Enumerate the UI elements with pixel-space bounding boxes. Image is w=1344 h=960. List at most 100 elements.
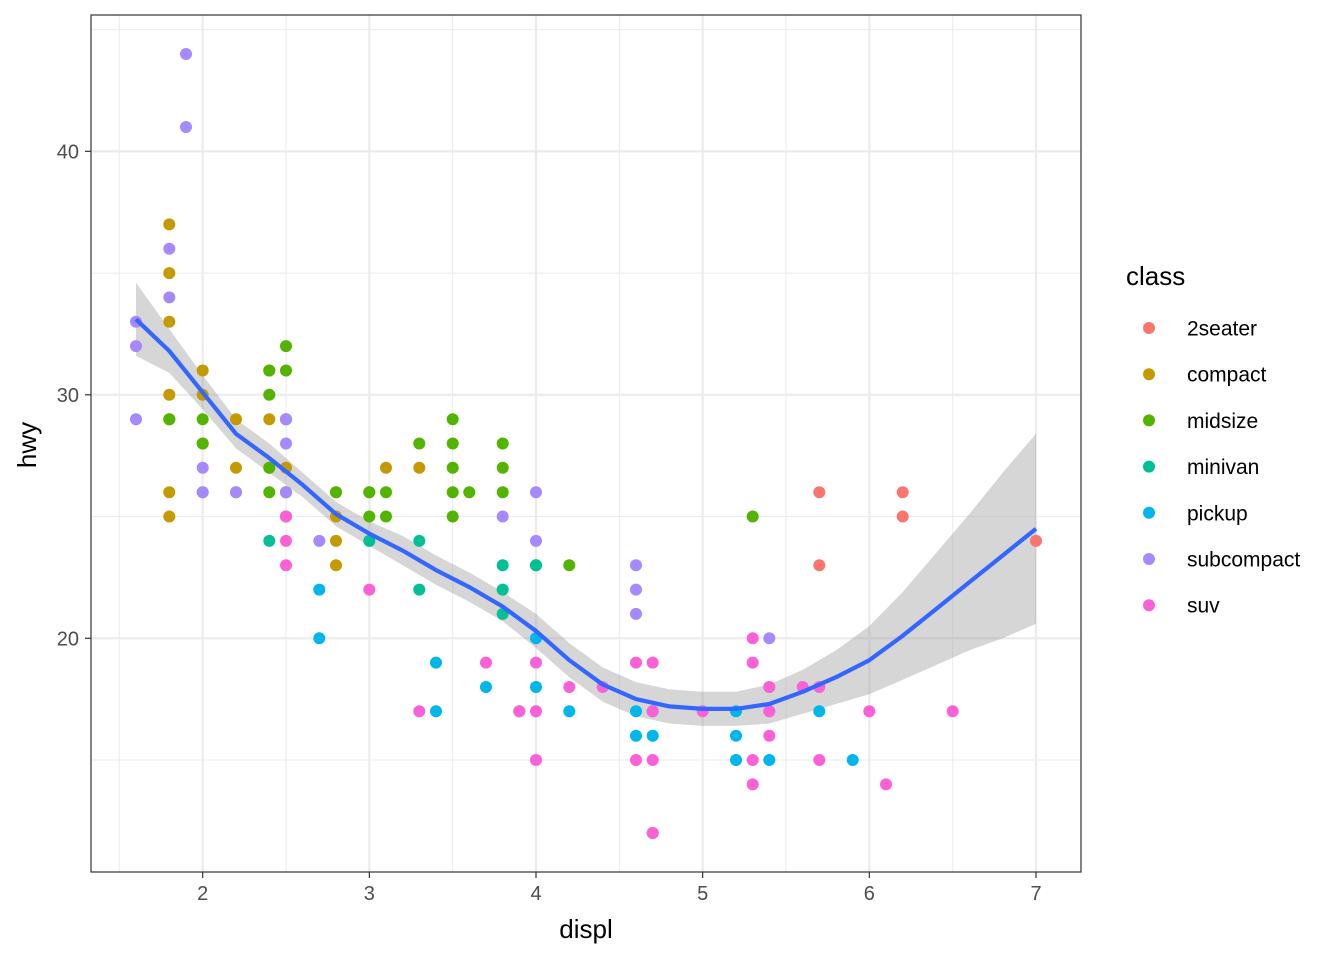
point-pickup: [563, 705, 576, 718]
point-midsize: [330, 486, 342, 499]
x-tick-label: 3: [364, 883, 375, 905]
point-suv: [530, 705, 542, 718]
point-midsize: [363, 486, 376, 499]
point-suv: [763, 681, 776, 693]
point-subcompact: [180, 121, 192, 133]
y-tick-label: 20: [57, 628, 79, 650]
point-suv: [763, 705, 776, 718]
point-midsize: [263, 364, 276, 377]
x-tick-label: 2: [197, 883, 208, 905]
point-compact: [263, 413, 276, 426]
point-midsize: [263, 486, 276, 499]
point-suv: [530, 656, 542, 669]
point-pickup: [430, 656, 442, 669]
point-subcompact: [130, 413, 142, 426]
x-tick-label: 4: [530, 883, 541, 905]
legend-key-subcompact: [1143, 553, 1155, 565]
y-axis-title: hwy: [12, 422, 42, 468]
point-suv: [280, 559, 292, 572]
point-subcompact: [163, 291, 176, 304]
point-subcompact: [530, 534, 542, 547]
point-midsize: [563, 559, 576, 572]
point-minivan: [413, 583, 426, 596]
point-compact: [163, 486, 176, 499]
point-pickup: [846, 754, 859, 766]
point-subcompact: [496, 510, 509, 523]
legend-label-2seater: 2seater: [1187, 318, 1257, 341]
point-midsize: [363, 510, 376, 523]
point-midsize: [463, 486, 476, 499]
point-pickup: [763, 754, 776, 766]
point-pickup: [430, 705, 442, 718]
point-minivan: [496, 583, 509, 596]
point-subcompact: [630, 559, 642, 572]
plot-panel: [90, 14, 1082, 873]
y-tick-label: 40: [57, 141, 79, 163]
point-pickup: [813, 705, 826, 718]
point-midsize: [380, 510, 392, 523]
legend-label-minivan: minivan: [1187, 456, 1259, 479]
point-subcompact: [313, 534, 326, 547]
point-pickup: [530, 681, 542, 693]
point-compact: [330, 534, 342, 547]
point-minivan: [263, 534, 276, 547]
point-pickup: [630, 729, 642, 742]
point-subcompact: [280, 437, 292, 450]
point-subcompact: [280, 413, 292, 426]
point-midsize: [496, 437, 509, 450]
point-midsize: [263, 461, 276, 474]
legend-label-pickup: pickup: [1187, 502, 1248, 525]
point-2seater: [1030, 534, 1042, 547]
point-suv: [746, 778, 759, 791]
point-compact: [163, 218, 176, 231]
point-midsize: [446, 461, 459, 474]
smooth-band: [136, 282, 1036, 726]
point-midsize: [280, 364, 292, 377]
point-suv: [280, 534, 292, 547]
legend-key-pickup: [1143, 506, 1155, 519]
point-subcompact: [630, 607, 642, 620]
point-2seater: [813, 559, 826, 572]
point-midsize: [446, 437, 459, 450]
point-midsize: [446, 486, 459, 499]
point-subcompact: [530, 486, 542, 499]
point-subcompact: [196, 486, 209, 499]
point-minivan: [413, 534, 426, 547]
legend-key-suv: [1143, 599, 1155, 612]
legend-title: class: [1126, 261, 1185, 291]
point-pickup: [630, 705, 642, 718]
confidence-band: [136, 282, 1036, 726]
point-suv: [630, 754, 642, 766]
point-suv: [480, 656, 492, 669]
point-pickup: [730, 754, 742, 766]
point-compact: [413, 461, 426, 474]
point-subcompact: [196, 461, 209, 474]
x-tick-label: 6: [864, 883, 875, 905]
legend-label-midsize: midsize: [1187, 410, 1258, 433]
point-midsize: [413, 437, 426, 450]
y-tick-label: 30: [57, 385, 79, 407]
legend-label-subcompact: subcompact: [1187, 549, 1300, 572]
point-midsize: [446, 510, 459, 523]
point-2seater: [896, 486, 909, 499]
point-suv: [646, 705, 659, 718]
point-subcompact: [280, 486, 292, 499]
point-compact: [163, 315, 176, 328]
point-midsize: [196, 413, 209, 426]
point-compact: [230, 461, 242, 474]
point-compact: [380, 461, 392, 474]
legend-key-compact: [1143, 368, 1155, 381]
point-compact: [163, 510, 176, 523]
y-axis-ticks: 20 30 40: [57, 141, 91, 650]
point-suv: [863, 705, 876, 718]
point-2seater: [896, 510, 909, 523]
smooth-line: [134, 317, 1038, 711]
point-subcompact: [630, 583, 642, 596]
point-suv: [530, 754, 542, 766]
point-suv: [946, 705, 959, 718]
point-suv: [746, 754, 759, 766]
points: [130, 48, 1042, 839]
legend-entries: 2seater compact midsize minivan pickup subcom…: [1143, 318, 1300, 618]
point-midsize: [280, 340, 292, 353]
point-midsize: [446, 413, 459, 426]
